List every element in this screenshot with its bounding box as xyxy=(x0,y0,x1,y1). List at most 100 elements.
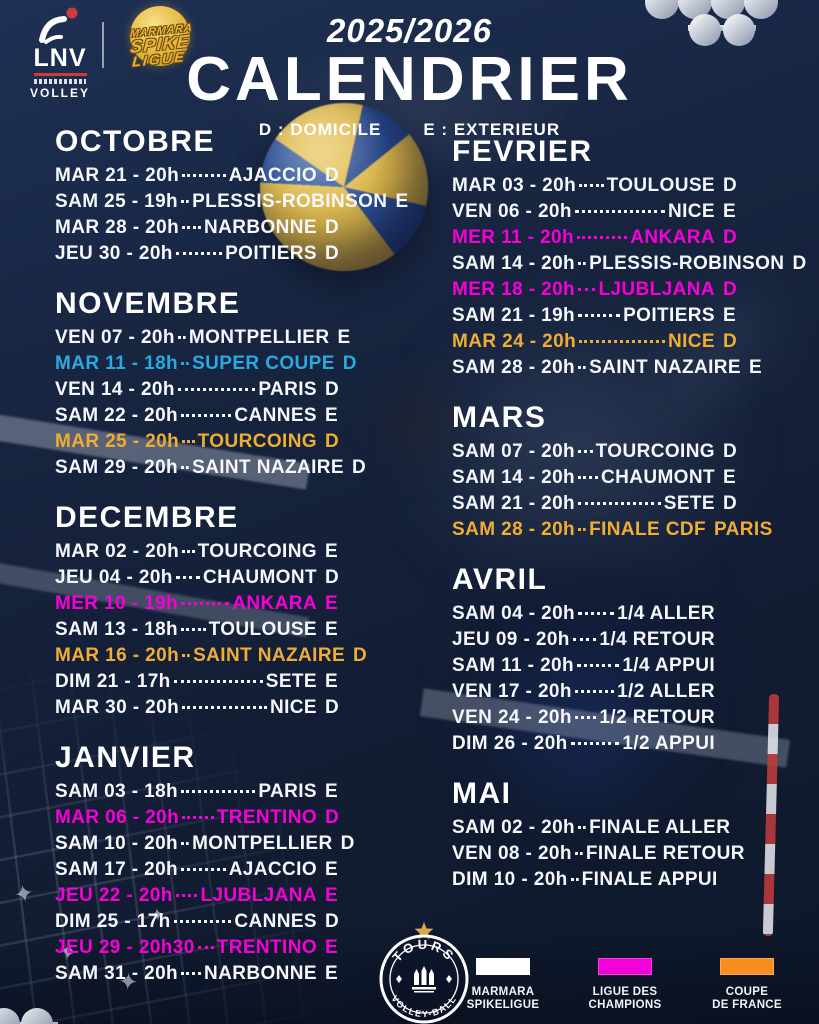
match-location: D xyxy=(353,645,368,666)
match-datetime: MAR 25 - 20h xyxy=(55,431,180,452)
match-row: MER 10 - 19h ANKARA E xyxy=(55,593,347,619)
match-location: E xyxy=(337,327,351,348)
match-location: E xyxy=(325,937,339,958)
match-row: SAM 13 - 18h TOULOUSE E xyxy=(55,619,347,645)
match-row: VEN 06 - 20h NICE E xyxy=(452,201,745,227)
season-label: 2025/2026 xyxy=(327,12,492,49)
match-datetime: MER 18 - 20h xyxy=(452,279,576,300)
match-datetime: VEN 17 - 20h xyxy=(452,681,572,702)
match-row: SAM 28 - 20h FINALE CDF PARIS xyxy=(452,519,772,545)
match-row: DIM 26 - 20h 1/2 APPUI xyxy=(452,733,745,759)
match-datetime: SAM 10 - 20h xyxy=(55,833,179,854)
dot-leader xyxy=(570,878,579,881)
match-location: D xyxy=(325,243,340,264)
match-location: D xyxy=(325,217,340,238)
match-row: MAR 03 - 20h TOULOUSE D xyxy=(452,175,745,201)
match-row: SAM 14 - 20h PLESSIS-ROBINSON D xyxy=(452,253,806,279)
dot-leader xyxy=(181,790,256,793)
match-datetime: SAM 04 - 20h xyxy=(452,603,576,624)
match-opponent: TOULOUSE xyxy=(208,619,317,640)
dot-leader xyxy=(578,366,587,369)
match-row: VEN 07 - 20h MONTPELLIER E xyxy=(55,327,350,353)
legend-color-swatch xyxy=(476,958,530,975)
match-datetime: MAR 03 - 20h xyxy=(452,175,577,196)
match-datetime: VEN 14 - 20h xyxy=(55,379,175,400)
match-location: E xyxy=(325,619,339,640)
match-row: JEU 04 - 20h CHAUMONT D xyxy=(55,567,347,593)
match-row: SAM 28 - 20h SAINT NAZAIRE E xyxy=(452,357,762,383)
dot-leader xyxy=(578,528,587,531)
match-row: SAM 29 - 20h SAINT NAZAIRE D xyxy=(55,457,366,483)
lnv-volley-label: VOLLEY xyxy=(29,86,90,100)
volleyball-graphic xyxy=(260,103,428,271)
month-title: FEVRIER xyxy=(452,135,593,168)
match-opponent: ANKARA xyxy=(232,593,317,614)
dot-leader xyxy=(175,894,198,897)
match-location: E xyxy=(395,191,409,212)
month-rows: MAR 21 - 20h AJACCIO D SAM 25 - 19h PLESSIS-… xyxy=(55,165,408,269)
logo-divider xyxy=(102,22,104,68)
match-row: SAM 03 - 18h PARIS E xyxy=(55,781,347,807)
match-row: DIM 25 - 17h CANNES D xyxy=(55,911,347,937)
match-opponent: TOULOUSE xyxy=(606,175,715,196)
match-opponent: PARIS xyxy=(258,379,317,400)
match-opponent: AJACCIO xyxy=(228,859,317,880)
match-datetime: SAM 17 - 20h xyxy=(55,859,179,880)
legend-label: LIGUE DES CHAMPIONS xyxy=(588,986,662,1011)
column-left: OCTOBRE MAR 21 - 20h AJACCIO D SAM 25 - 19h… xyxy=(55,125,408,1008)
month-rows: VEN 07 - 20h MONTPELLIER E MAR 11 - 18h SUPE… xyxy=(55,327,366,483)
match-datetime: VEN 07 - 20h xyxy=(55,327,175,348)
match-location: E xyxy=(723,305,737,326)
dot-leader xyxy=(579,340,665,343)
match-datetime: DIM 26 - 20h xyxy=(452,733,568,754)
match-datetime: DIM 21 - 17h xyxy=(55,671,171,692)
match-opponent: TRENTINO xyxy=(216,937,317,958)
match-datetime: MAR 06 - 20h xyxy=(55,807,180,828)
match-row: VEN 14 - 20h PARIS D xyxy=(55,379,347,405)
month-section: MAI SAM 02 - 20h FINALE ALLER VEN 08 - 20h… xyxy=(452,778,745,895)
month-title: DECEMBRE xyxy=(55,501,239,534)
dot-leader xyxy=(181,602,230,605)
dot-leader xyxy=(182,440,195,443)
match-row: SAM 02 - 20h FINALE ALLER xyxy=(452,817,745,843)
match-location: E xyxy=(325,781,339,802)
match-row: MER 11 - 20h ANKARA D xyxy=(452,227,745,253)
match-datetime: VEN 06 - 20h xyxy=(452,201,572,222)
dot-leader xyxy=(578,476,598,479)
match-datetime: MER 10 - 19h xyxy=(55,593,179,614)
lnv-acronym: LNV xyxy=(33,46,87,76)
match-opponent: POITIERS xyxy=(623,305,715,326)
dot-leader xyxy=(574,716,597,719)
match-row: SAM 17 - 20h AJACCIO E xyxy=(55,859,347,885)
match-row: SAM 04 - 20h 1/4 ALLER xyxy=(452,603,745,629)
match-location: D xyxy=(792,253,807,274)
legend-item: MARMARA SPIKELIGUE xyxy=(457,958,549,1012)
match-datetime: MAR 28 - 20h xyxy=(55,217,180,238)
match-location: D xyxy=(723,493,738,514)
page-title: CALENDRIER xyxy=(186,45,633,114)
match-opponent: ANKARA xyxy=(630,227,715,248)
month-section: OCTOBRE MAR 21 - 20h AJACCIO D SAM 25 - 19h… xyxy=(55,125,408,269)
dot-leader xyxy=(182,654,191,657)
month-section: NOVEMBRE VEN 07 - 20h MONTPELLIER E MAR 11 … xyxy=(55,288,366,483)
dot-leader xyxy=(181,628,206,631)
match-row: MER 18 - 20h LJUBLJANA D xyxy=(452,279,745,305)
match-datetime: SAM 28 - 20h xyxy=(452,519,576,540)
match-location: D xyxy=(325,697,340,718)
month-section: DECEMBRE MAR 02 - 20h TOURCOING E JEU 04 - … xyxy=(55,501,367,723)
month-title: OCTOBRE xyxy=(55,125,215,158)
dot-leader xyxy=(577,664,620,667)
domicile-key: D : DOMICILE xyxy=(258,120,382,140)
match-row: SAM 21 - 20h SETE D xyxy=(452,493,745,519)
lnv-tagline-microtext xyxy=(34,79,86,84)
match-opponent: 1/2 APPUI xyxy=(622,733,715,754)
match-datetime: SAM 13 - 18h xyxy=(55,619,179,640)
match-opponent: LJUBLJANA xyxy=(200,885,317,906)
dot-leader xyxy=(578,826,587,829)
match-opponent: NARBONNE xyxy=(204,217,317,238)
match-opponent: CHAUMONT xyxy=(202,567,317,588)
match-row: JEU 09 - 20h 1/4 RETOUR xyxy=(452,629,745,655)
dot-leader xyxy=(182,226,202,229)
match-datetime: SAM 28 - 20h xyxy=(452,357,576,378)
match-opponent: FINALE CDF xyxy=(589,519,706,540)
